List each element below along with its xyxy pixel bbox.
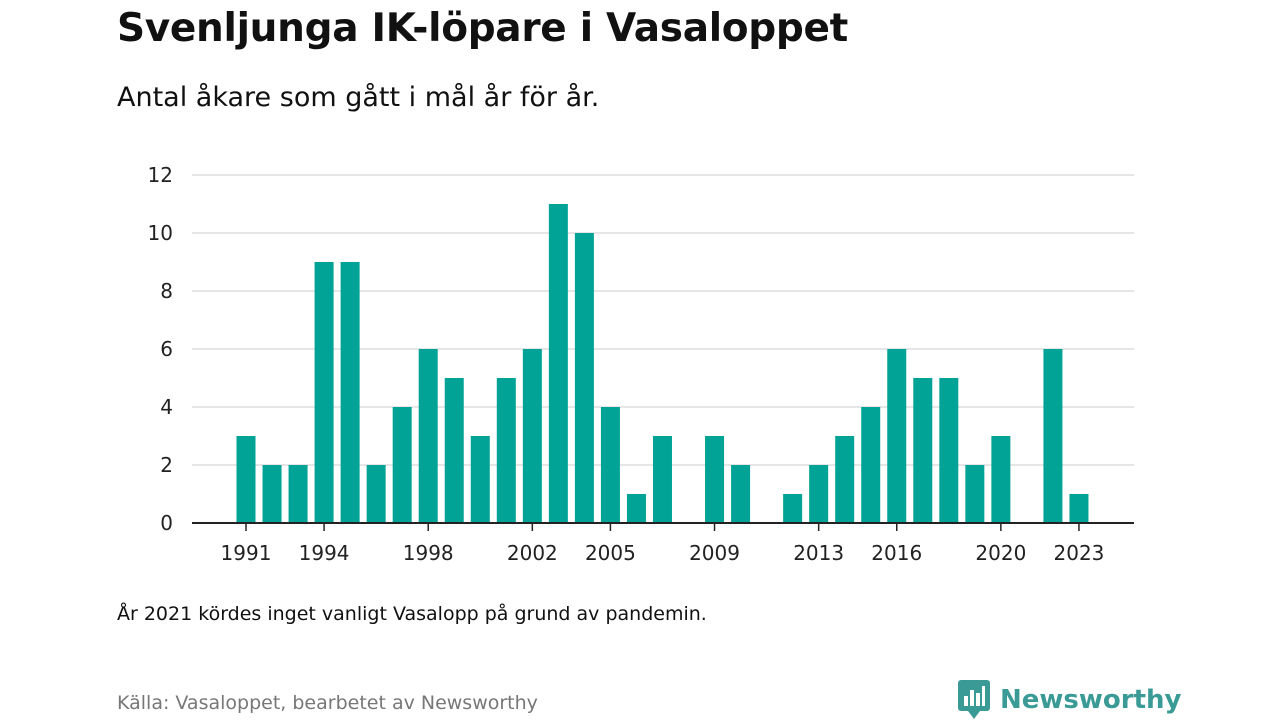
bar-2020 bbox=[991, 436, 1011, 523]
x-tick-label: 2016 bbox=[871, 541, 922, 565]
bar-2015 bbox=[861, 407, 881, 523]
x-tick-label: 1998 bbox=[403, 541, 454, 565]
y-tick-label: 10 bbox=[148, 221, 173, 245]
bar-2018 bbox=[939, 378, 959, 523]
bar-2019 bbox=[965, 465, 985, 523]
x-tick-label: 1991 bbox=[221, 541, 272, 565]
y-tick-label: 0 bbox=[160, 511, 173, 535]
x-tick-label: 2005 bbox=[585, 541, 636, 565]
bar-2004 bbox=[574, 233, 594, 523]
chart-note: År 2021 kördes inget vanligt Vasalopp på… bbox=[117, 603, 707, 625]
y-tick-label: 4 bbox=[160, 395, 173, 419]
bar-2017 bbox=[913, 378, 933, 523]
y-tick-label: 12 bbox=[148, 163, 173, 187]
y-tick-label: 6 bbox=[160, 337, 173, 361]
bar-2005 bbox=[600, 407, 620, 523]
bar-2009 bbox=[705, 436, 725, 523]
bar-2022 bbox=[1043, 349, 1063, 523]
x-tick-label: 1994 bbox=[299, 541, 350, 565]
bar-1998 bbox=[418, 349, 438, 523]
newsworthy-logo-icon bbox=[958, 680, 990, 719]
bar-2012 bbox=[783, 494, 803, 523]
brand-name: Newsworthy bbox=[1000, 685, 1182, 715]
bar-2023 bbox=[1069, 494, 1089, 523]
bar-1993 bbox=[288, 465, 308, 523]
y-tick-label: 8 bbox=[160, 279, 173, 303]
bar-2013 bbox=[809, 465, 829, 523]
chart-title: Svenljunga IK-löpare i Vasaloppet bbox=[117, 6, 849, 51]
brand-logo[interactable]: Newsworthy bbox=[958, 680, 1181, 720]
x-tick-label: 2023 bbox=[1054, 541, 1105, 565]
bar-1995 bbox=[340, 262, 360, 523]
chart-subtitle: Antal åkare som gått i mål år för år. bbox=[117, 82, 600, 113]
y-axis-ticks: 0 2 4 6 8 10 12 bbox=[148, 163, 173, 535]
x-axis-ticks: 1991 1994 1998 2002 2005 2009 2013 2016 2020 2023 bbox=[221, 523, 1105, 565]
bar-1997 bbox=[392, 407, 412, 523]
x-tick-label: 2020 bbox=[975, 541, 1026, 565]
bar-1996 bbox=[366, 465, 386, 523]
bar-2000 bbox=[470, 436, 490, 523]
x-tick-label: 2002 bbox=[507, 541, 558, 565]
y-tick-label: 2 bbox=[160, 453, 173, 477]
bar-2014 bbox=[835, 436, 855, 523]
bar-2010 bbox=[731, 465, 751, 523]
bar-2002 bbox=[522, 349, 542, 523]
x-tick-label: 2009 bbox=[689, 541, 740, 565]
bar-chart: 0 2 4 6 8 10 12 1991 1994 1998 2002 2005 2009 2013 20… bbox=[148, 163, 1134, 565]
bars bbox=[236, 204, 1089, 523]
bar-1991 bbox=[236, 436, 256, 523]
bar-1999 bbox=[444, 378, 464, 523]
bar-1994 bbox=[314, 262, 334, 523]
bar-2007 bbox=[652, 436, 672, 523]
bar-2001 bbox=[496, 378, 516, 523]
bar-1992 bbox=[262, 465, 282, 523]
source-text: Källa: Vasaloppet, bearbetet av Newswort… bbox=[117, 692, 538, 714]
bar-2016 bbox=[887, 349, 907, 523]
bar-2003 bbox=[548, 204, 568, 523]
x-tick-label: 2013 bbox=[793, 541, 844, 565]
bar-2006 bbox=[626, 494, 646, 523]
